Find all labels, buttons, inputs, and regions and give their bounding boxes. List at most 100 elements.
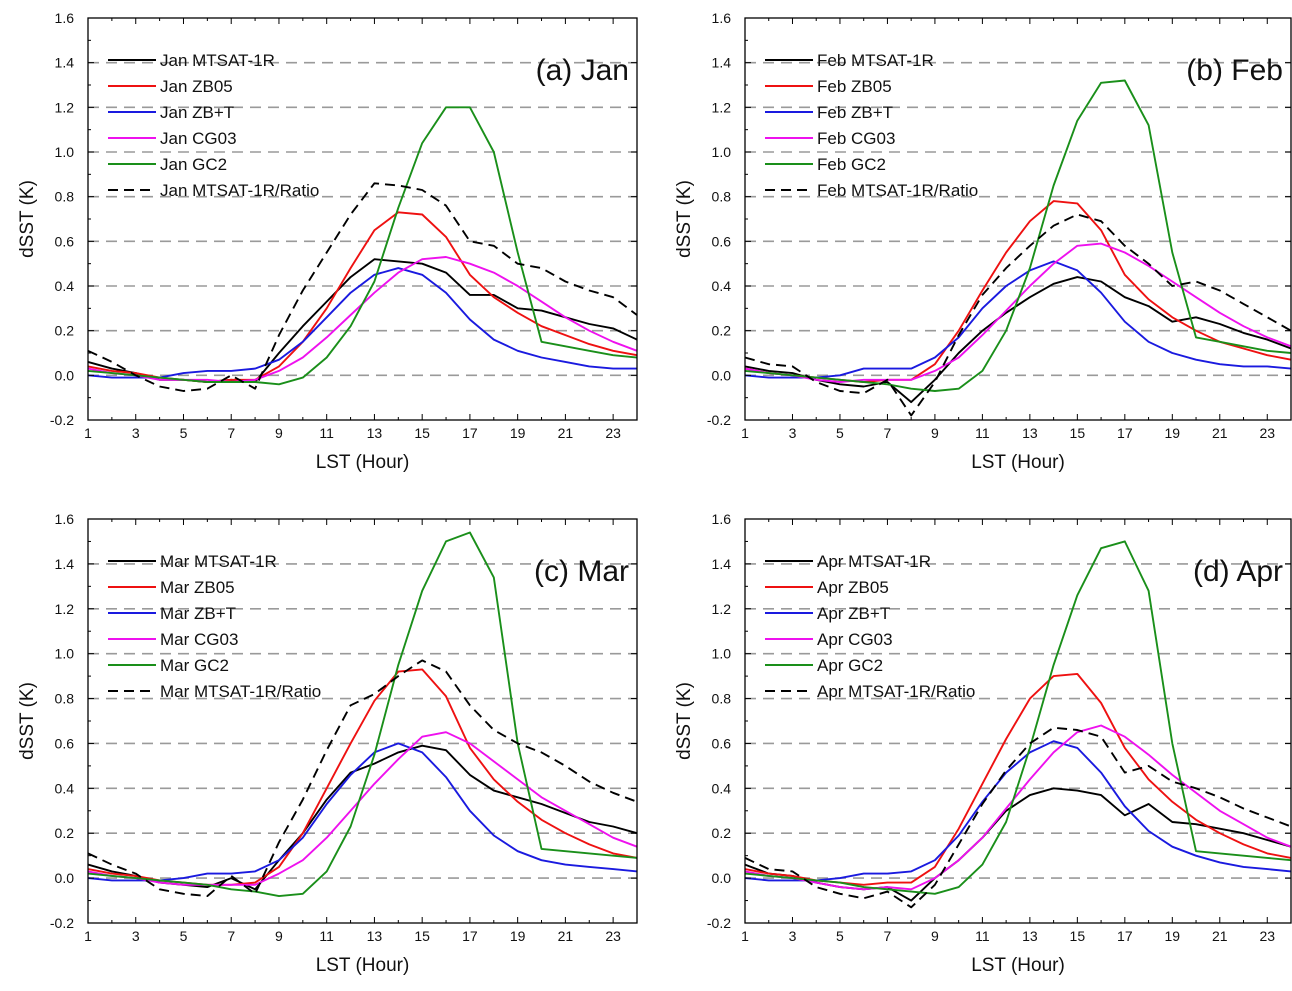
series-line-2 — [87, 668, 638, 886]
y-tick-label: 0.2 — [712, 323, 732, 339]
panel-title: (d) Apr — [1193, 555, 1283, 588]
y-tick-label: 0.4 — [712, 780, 732, 796]
x-tick-label: 23 — [1259, 425, 1275, 441]
x-axis-title: LST (Hour) — [971, 452, 1065, 473]
series-line-5 — [744, 79, 1292, 392]
x-tick-label: 23 — [605, 928, 621, 944]
x-tick-label: 3 — [789, 928, 797, 944]
x-tick-label: 3 — [132, 425, 140, 441]
series-line-4 — [744, 724, 1292, 891]
y-tick-label: 0.4 — [55, 780, 75, 796]
x-tick-label: 5 — [836, 928, 844, 944]
x-tick-label: 1 — [84, 425, 92, 441]
x-tick-label: 17 — [1117, 425, 1133, 441]
x-tick-label: 15 — [414, 425, 430, 441]
series-line-4 — [87, 731, 638, 886]
x-tick-label: 3 — [132, 928, 140, 944]
panel-title: (c) Mar — [534, 555, 629, 588]
legend-label: Mar MTSAT-1R/Ratio — [160, 682, 321, 701]
x-tick-label: 11 — [975, 425, 990, 441]
panel-title: (a) Jan — [536, 54, 629, 87]
y-tick-label: 0.6 — [55, 233, 75, 249]
legend-label: Jan ZB+T — [160, 103, 234, 122]
y-tick-label: 1.6 — [712, 511, 732, 527]
panel-title: (b) Feb — [1186, 54, 1283, 87]
series-line-3 — [87, 742, 638, 882]
y-tick-label: 1.6 — [712, 10, 732, 26]
legend-label: Apr MTSAT-1R/Ratio — [817, 682, 975, 701]
legend-label: Feb CG03 — [817, 129, 895, 148]
x-tick-label: 23 — [1259, 928, 1275, 944]
x-tick-label: 7 — [227, 928, 235, 944]
series-line-2 — [744, 200, 1292, 383]
y-tick-label: 1.0 — [712, 144, 732, 160]
legend-label: Mar ZB+T — [160, 604, 236, 623]
y-tick-label: 1.0 — [55, 646, 75, 662]
x-tick-label: 21 — [1212, 928, 1228, 944]
legend-label: Mar MTSAT-1R — [160, 552, 277, 571]
y-axis-title: dSST (K) — [674, 682, 695, 760]
x-axis-title: LST (Hour) — [971, 955, 1065, 976]
y-tick-label: 0.8 — [55, 691, 75, 707]
y-tick-label: 1.2 — [712, 99, 732, 115]
chart-panel-4: 1 3 5 7 9 11 13 15 17 19 21 23-0.20.00.20.40.60.81.… — [674, 511, 1292, 976]
y-tick-label: 0.0 — [712, 367, 732, 383]
series-line-6 — [87, 182, 638, 392]
x-tick-label: 1 — [741, 928, 749, 944]
legend-label: Apr GC2 — [817, 656, 883, 675]
x-tick-label: 9 — [275, 928, 283, 944]
series-line-3 — [87, 267, 637, 379]
y-tick-label: 0.0 — [55, 870, 75, 886]
y-axis-title: dSST (K) — [674, 180, 695, 258]
y-tick-label: 0.8 — [712, 691, 732, 707]
x-tick-label: 13 — [367, 928, 383, 944]
legend-label: Mar ZB05 — [160, 578, 235, 597]
legend-label: Jan MTSAT-1R — [160, 51, 275, 70]
legend-label: Feb ZB05 — [817, 77, 892, 96]
x-tick-label: 17 — [462, 928, 478, 944]
x-tick-label: 23 — [605, 425, 621, 441]
x-tick-label: 13 — [367, 425, 383, 441]
x-tick-label: 21 — [558, 928, 574, 944]
y-tick-label: -0.2 — [50, 412, 74, 428]
x-tick-label: 9 — [931, 425, 939, 441]
chart-panel-3: 1 3 5 7 9 11 13 15 17 19 21 23-0.20.00.20.40.60.81.… — [17, 511, 638, 976]
y-tick-label: 0.0 — [55, 367, 75, 383]
legend: Apr MTSAT-1R Apr ZB05 Apr ZB+T Apr CG03 Apr … — [765, 552, 975, 701]
y-tick-label: 1.0 — [55, 144, 75, 160]
x-tick-label: 3 — [789, 425, 797, 441]
y-tick-label: 1.4 — [712, 55, 732, 71]
x-axis-title: LST (Hour) — [316, 452, 410, 473]
y-tick-label: 1.2 — [55, 601, 75, 617]
series-line-6 — [744, 726, 1292, 909]
series-line-5 — [744, 540, 1292, 895]
x-tick-label: 7 — [884, 425, 892, 441]
series-line-3 — [744, 740, 1292, 882]
legend: Mar MTSAT-1R Mar ZB05 Mar ZB+T Mar CG03 Mar … — [108, 552, 321, 701]
series-line-1 — [87, 744, 638, 891]
x-tick-label: 17 — [1117, 928, 1133, 944]
series-line-2 — [87, 211, 638, 383]
legend-label: Jan ZB05 — [160, 77, 233, 96]
x-tick-label: 11 — [319, 928, 334, 944]
series-line-1 — [87, 258, 638, 383]
legend-label: Feb GC2 — [817, 155, 886, 174]
series-line-6 — [744, 213, 1292, 417]
series-line-4 — [87, 256, 638, 383]
y-tick-label: 0.8 — [712, 189, 732, 205]
y-axis-title: dSST (K) — [17, 180, 38, 258]
y-tick-label: 0.2 — [712, 825, 732, 841]
x-tick-label: 15 — [1070, 425, 1086, 441]
x-tick-label: 15 — [1070, 928, 1086, 944]
legend: Feb MTSAT-1R Feb ZB05 Feb ZB+T Feb CG03 Feb … — [765, 51, 978, 200]
x-tick-label: 19 — [510, 928, 526, 944]
x-tick-label: 17 — [462, 425, 478, 441]
x-axis-title: LST (Hour) — [316, 955, 410, 976]
legend-label: Feb MTSAT-1R — [817, 51, 934, 70]
y-tick-label: 0.0 — [712, 870, 732, 886]
series-line-6 — [87, 659, 638, 898]
y-tick-label: 0.8 — [55, 189, 75, 205]
legend-label: Jan GC2 — [160, 155, 227, 174]
y-tick-label: 0.4 — [55, 278, 75, 294]
